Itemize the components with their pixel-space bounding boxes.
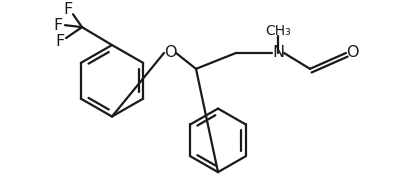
Text: F: F [55, 33, 65, 49]
Text: F: F [63, 2, 72, 17]
Text: O: O [164, 45, 176, 61]
Text: CH₃: CH₃ [265, 24, 291, 38]
Text: N: N [272, 45, 284, 61]
Text: O: O [346, 45, 358, 61]
Text: F: F [53, 18, 63, 33]
